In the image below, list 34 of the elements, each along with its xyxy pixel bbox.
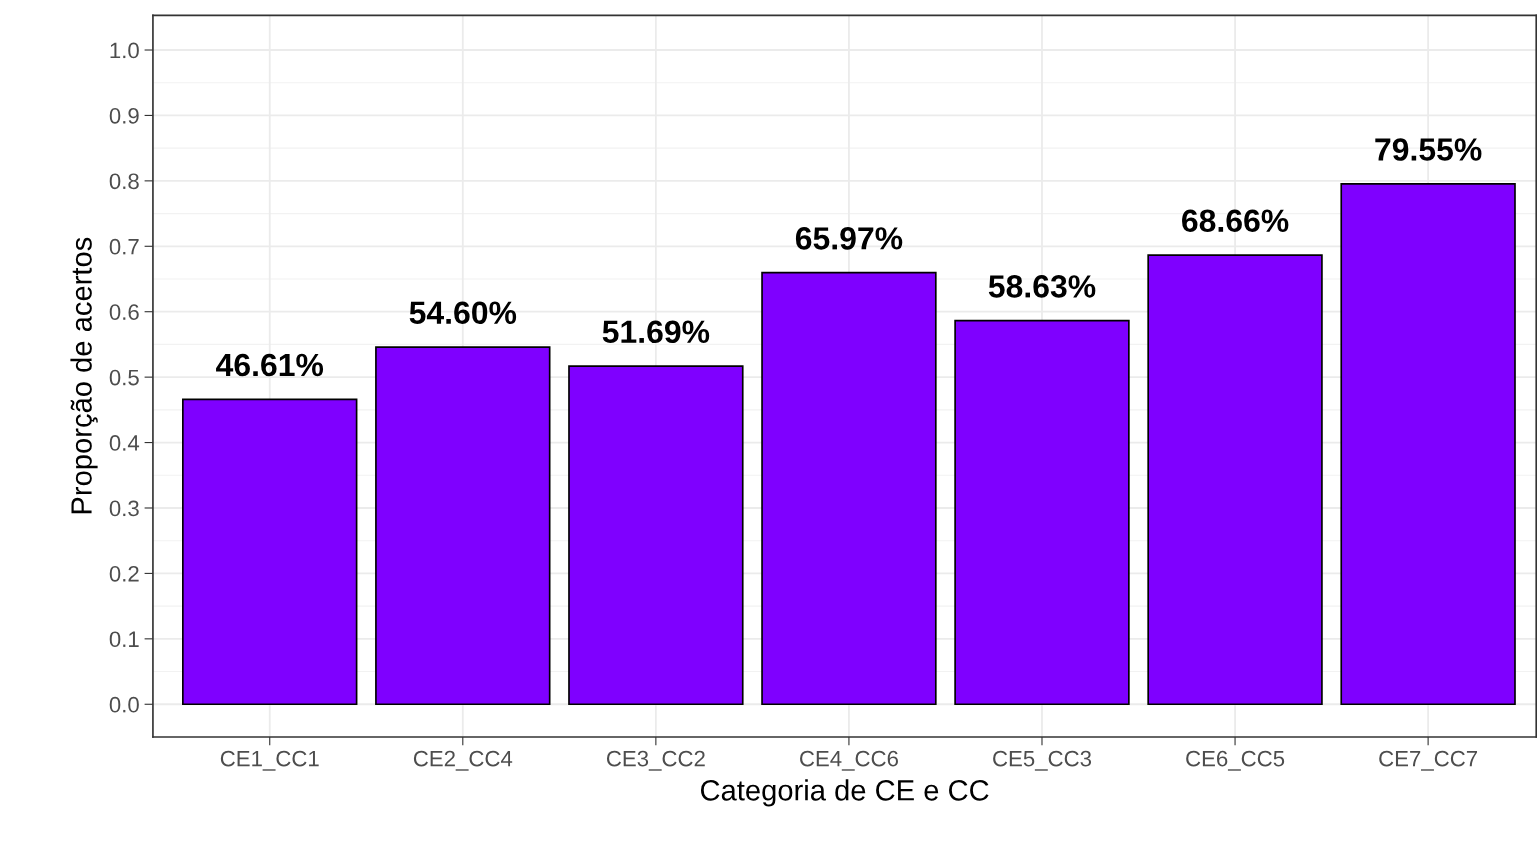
data-label: 46.61% [216,353,324,377]
data-label: 58.63% [988,275,1096,298]
y-tick-label: 0.2 [109,565,139,582]
y-tick-label: 0.5 [109,369,139,386]
y-tick-label: 1.0 [110,42,139,59]
data-label: 65.97% [795,227,903,250]
data-label: 79.55% [1375,138,1482,161]
x-tick-label: CE7_CC7 [1379,750,1478,771]
bar [1147,254,1323,706]
y-tick-label: 0.0 [109,696,139,713]
data-label: 68.66% [1182,209,1289,233]
bar [761,271,937,706]
x-tick-label: CE3_CC2 [606,750,705,771]
y-tick-label: 0.7 [109,238,139,255]
y-tick-label: 0.9 [109,107,139,124]
y-tick-label: 0.4 [109,435,140,451]
x-tick-label: CE6_CC5 [1186,750,1285,771]
x-tick-label: CE1_CC1 [220,750,319,771]
y-tick-label: 0.3 [109,500,139,517]
bar [375,346,551,706]
data-label: 51.69% [602,320,710,344]
y-axis-title: Proporção de acertos [70,237,98,514]
y-tick-label: 0.6 [109,304,139,320]
bar [1340,182,1516,706]
bar [954,319,1130,706]
x-tick-label: CE2_CC4 [413,750,513,771]
data-label: 54.60% [409,301,517,325]
y-tick-label: 0.1 [109,631,139,648]
y-tick-label: 0.8 [109,173,139,190]
x-tick-label: CE5_CC3 [993,750,1092,771]
bar [182,398,358,706]
bar [568,365,744,706]
x-axis-title: Categoria de CE e CC [700,779,989,807]
x-tick-label: CE4_CC6 [800,750,898,771]
